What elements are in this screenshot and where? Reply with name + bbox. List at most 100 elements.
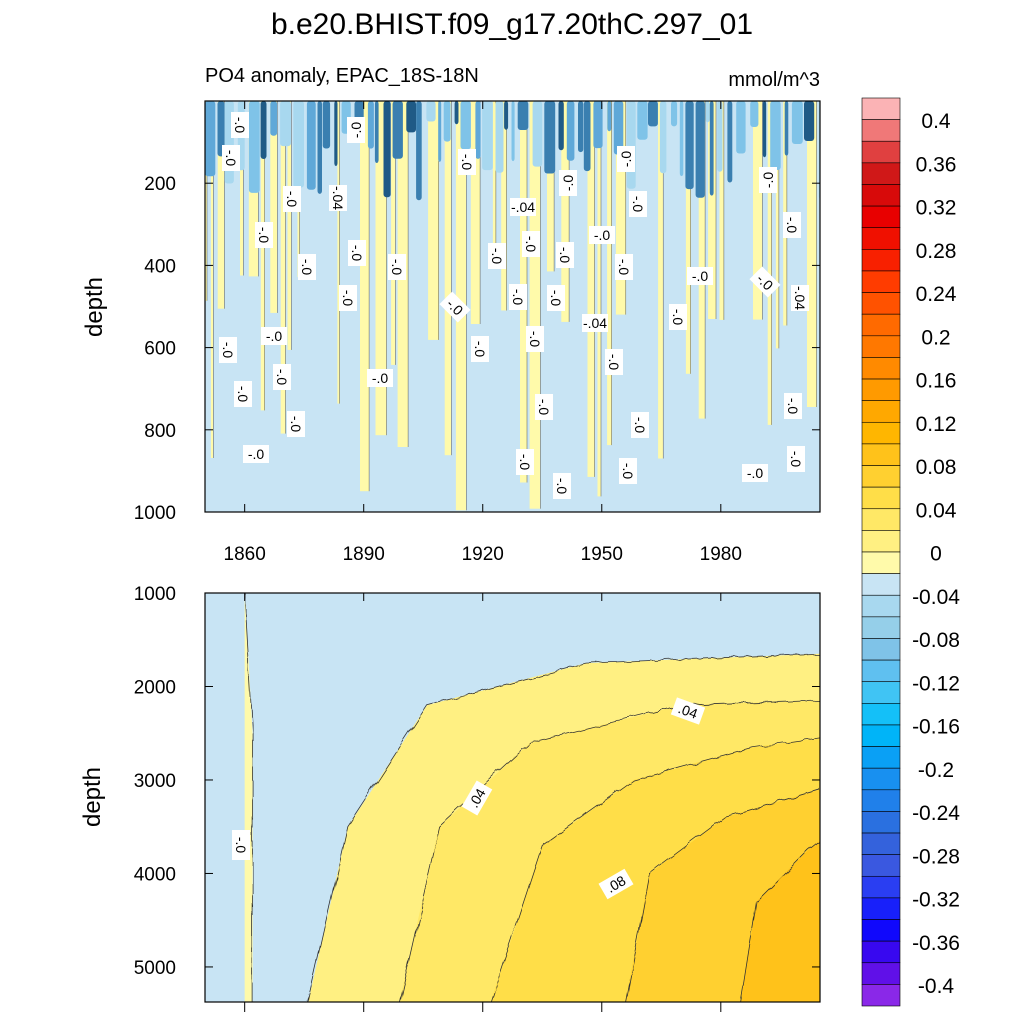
colorbar-swatch (861, 681, 901, 704)
contour-label-text: -.0 (670, 309, 686, 326)
colorbar-label: 0.4 (921, 110, 951, 133)
contour-label: -.0 (231, 112, 249, 138)
colorbar-swatch (861, 811, 901, 834)
contour-label-box (367, 369, 393, 387)
negative-anomaly-cell (392, 101, 403, 159)
colorbar-label: 0.04 (916, 499, 957, 522)
contour-label-box (787, 446, 805, 472)
colorbar-swatch (861, 854, 901, 877)
contour-label: -.04 (582, 314, 608, 332)
contour-label: -.0 (759, 167, 777, 193)
contour-label-text: -.0 (554, 478, 570, 495)
colorbar-swatch (861, 594, 901, 618)
colorbar-swatch (861, 919, 901, 942)
positive-anomaly-streak (280, 101, 286, 434)
colorbar-swatch (861, 119, 901, 142)
negative-anomaly-cell (367, 101, 374, 149)
contour-label-text: -.0 (223, 150, 239, 167)
negative-anomaly-cell (791, 101, 803, 144)
lower-panel-contour-labels: -.0 .04 .04 .08 (232, 697, 706, 900)
colorbar-label: -0.08 (912, 629, 960, 652)
negative-anomaly-cell (607, 101, 612, 132)
upper-panel-frame (204, 100, 821, 513)
contour-label-text: -.0 (340, 290, 356, 307)
contour-label-box (458, 149, 476, 175)
upper-panel: -.0 -.0 -.04 -.0 -.0 -.04 -.0 -.0 -.0 -.0 -.0 -.04 -… (81, 100, 821, 565)
positive-anomaly-streak (529, 101, 541, 509)
contour-label-text: -.0 (788, 451, 804, 468)
contour-label: -.0 (255, 222, 273, 248)
positive-anomaly-streak (428, 101, 439, 340)
contour-label-box (589, 226, 615, 244)
contour-label-text: -.0 (372, 370, 389, 386)
contour-label-box (553, 473, 571, 499)
colorbar-label: 0.16 (916, 370, 957, 393)
contour-label-box (510, 198, 536, 216)
contour-label-box (783, 212, 801, 238)
contour-label-box (329, 185, 347, 211)
positive-anomaly-streak (719, 101, 724, 320)
contour-label-text: -.0 (630, 196, 646, 213)
positive-anomaly-streak (337, 101, 340, 404)
positive-anomaly-streak (547, 101, 555, 272)
colorbar-swatch (861, 313, 901, 337)
contour-label-box (222, 145, 240, 171)
negative-anomaly-cell (626, 101, 636, 189)
contour-label-box (255, 222, 273, 248)
contour-label-box (516, 449, 534, 475)
contour-label-text: -.0 (527, 331, 543, 348)
colorbar-label: 0.28 (916, 240, 957, 263)
contour-label-box (670, 697, 706, 725)
contour-label-text: -.0 (288, 416, 304, 433)
colorbar-label: -0.32 (912, 889, 960, 912)
negative-anomaly-cell (416, 101, 422, 201)
contour-label-text: -.0 (248, 446, 265, 462)
contour-label: -.0 (631, 412, 649, 438)
positive-anomaly-streak (767, 101, 772, 425)
colorbar-swatch (861, 292, 901, 315)
colorbar-swatch (861, 767, 901, 791)
negative-anomaly-cell (784, 101, 789, 156)
contour-label-box (742, 464, 768, 482)
colorbar-label: 0.08 (916, 456, 957, 479)
subtitle-left: PO4 anomaly, EPAC_18S-18N (205, 65, 479, 87)
positive-anomaly-streak (597, 101, 601, 497)
contour-label: -.0 (509, 284, 527, 310)
positive-anomaly-streak (205, 101, 207, 301)
positive-anomaly-streak (270, 101, 278, 313)
contour-label-box (347, 117, 365, 143)
contour-label: -.0 (471, 336, 489, 362)
positive-anomaly-streak (391, 101, 396, 365)
negative-anomaly-cell (443, 101, 451, 142)
contour-label-text: -.0 (784, 217, 800, 234)
negative-anomaly-cell (454, 101, 459, 125)
contour-label-box (243, 445, 269, 463)
contour-label-text: -.0 (235, 386, 251, 403)
contour-label-box (388, 254, 406, 280)
upper-y-axis-label: depth (81, 277, 108, 337)
contour-label-text: -.0 (472, 341, 488, 358)
contour-label-text: -.0 (618, 151, 634, 168)
contour-label-text: -.0 (606, 354, 622, 371)
positive-anomaly-streak (775, 101, 779, 349)
lower-panel-frame (204, 592, 821, 1003)
contour-label-text: -.0 (785, 398, 801, 415)
positive-anomaly-streak (375, 101, 387, 436)
colorbar-swatch (861, 357, 901, 380)
negative-anomaly-cell (306, 101, 316, 190)
negative-anomaly-cell (438, 101, 442, 162)
contour-label-text: -.0 (299, 259, 315, 276)
positive-anomaly-streak (492, 101, 496, 265)
contour-label: -.0 (219, 337, 237, 363)
contour-label: -.0 (388, 254, 406, 280)
colorbar-swatch (861, 421, 901, 445)
contour-label: -.0 (617, 146, 635, 172)
contour-label: -.0 (535, 394, 553, 420)
negative-anomaly-cell (679, 101, 684, 177)
contour-label-text: -.0 (233, 837, 249, 854)
negative-anomaly-cell (293, 101, 304, 188)
positive-anomaly-streak (210, 101, 214, 458)
contour-label: -.0 (347, 117, 365, 143)
negative-anomaly-cell (406, 101, 416, 133)
